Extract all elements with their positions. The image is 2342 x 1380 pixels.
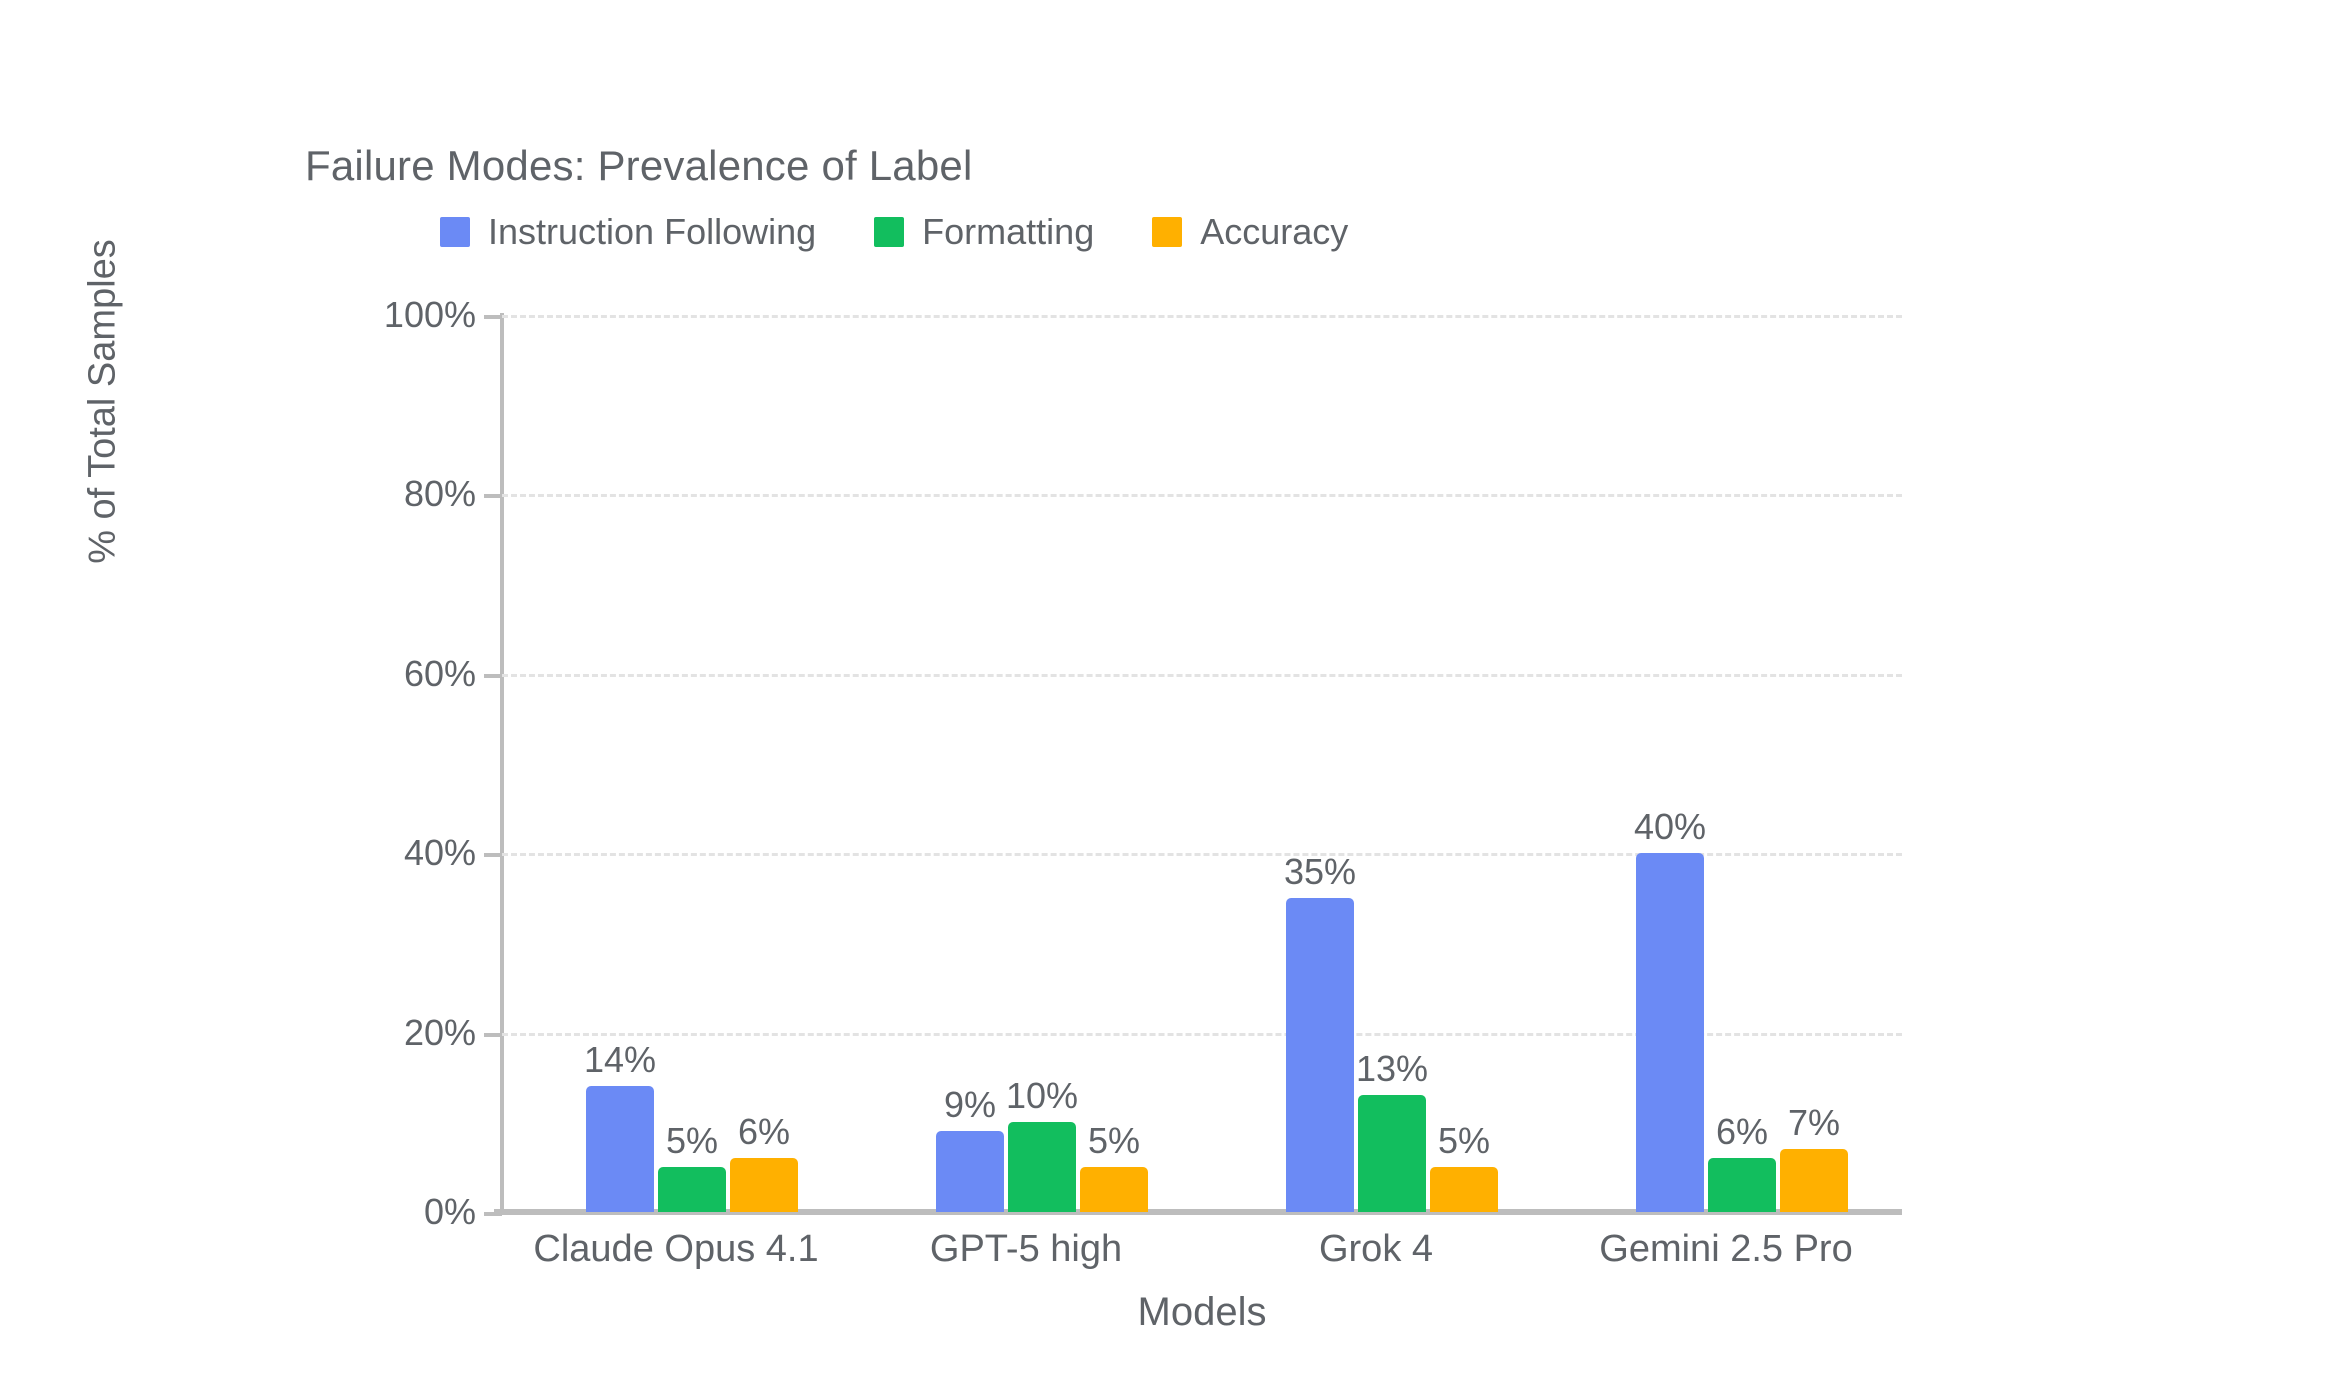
y-tick-label-100: 100% (383, 294, 476, 335)
legend-label-formatting: Formatting (922, 211, 1095, 252)
bar-value-label: 5% (1087, 1120, 1141, 1162)
y-tick-mark-20 (484, 1032, 502, 1037)
gridline-40 (502, 853, 1902, 857)
y-tick-mark-0 (484, 1212, 502, 1216)
y-tick-mark-100 (484, 315, 502, 319)
legend-swatch-instruction-following (440, 217, 470, 247)
y-tick-label-20: 20% (403, 1012, 476, 1053)
bar-gpt-5-high-formatting[interactable]: 10% (1006, 1078, 1078, 1212)
bar-value-label: 40% (1633, 806, 1707, 848)
bar-value-label: 10% (1005, 1075, 1079, 1117)
y-tick-label-0: 0% (423, 1191, 476, 1232)
legend-item-instruction-following[interactable]: Instruction Following (440, 212, 816, 252)
bar-group-claude-opus-4-1: 14% 5% 6% (502, 315, 852, 1212)
x-axis-title: Models (1137, 1290, 1267, 1334)
bar-value-label: 9% (943, 1084, 997, 1126)
bar-group-gpt-5-high: 9% 10% 5% (852, 315, 1202, 1212)
x-tick-label-claude-opus-4-1: Claude Opus 4.1 (533, 1228, 819, 1270)
bar-value-label: 6% (1715, 1111, 1769, 1153)
legend-item-formatting[interactable]: Formatting (874, 212, 1094, 252)
gridline-100 (502, 315, 1902, 318)
bar-value-label: 13% (1355, 1048, 1429, 1090)
y-tick-label-60: 60% (403, 653, 476, 694)
bar-claude-opus-4-1-instruction-following[interactable]: 14% (584, 1042, 656, 1212)
x-tick-label-gemini-2-5-pro: Gemini 2.5 Pro (1599, 1228, 1853, 1270)
bar-value-label: 5% (1437, 1120, 1491, 1162)
bar-group-gemini-2-5-pro: 40% 6% 7% (1552, 315, 1902, 1212)
bar-claude-opus-4-1-accuracy[interactable]: 6% (730, 1114, 798, 1212)
x-tick-label-grok-4: Grok 4 (1318, 1228, 1434, 1270)
y-tick-label-40: 40% (403, 832, 476, 873)
bar-grok-4-formatting[interactable]: 13% (1356, 1051, 1428, 1212)
y-tick-label-80: 80% (403, 473, 476, 514)
y-tick-mark-60 (484, 673, 502, 678)
bar-grok-4-instruction-following[interactable]: 35% (1284, 854, 1356, 1212)
bar-grok-4-accuracy[interactable]: 5% (1430, 1123, 1498, 1212)
bar-claude-opus-4-1-formatting[interactable]: 5% (658, 1123, 726, 1212)
bar-gpt-5-high-instruction-following[interactable]: 9% (936, 1087, 1004, 1212)
bar-value-label: 6% (737, 1111, 791, 1153)
bar-value-label: 14% (583, 1039, 657, 1081)
y-axis-title: % of Total Samples (81, 239, 124, 564)
chart-title: Failure Modes: Prevalence of Label (305, 142, 973, 189)
bar-gemini-2-5-pro-accuracy[interactable]: 7% (1780, 1105, 1848, 1212)
y-tick-mark-40 (484, 853, 502, 858)
bar-value-label: 35% (1283, 851, 1357, 893)
legend-label-accuracy: Accuracy (1200, 211, 1349, 252)
gridline-60 (502, 673, 1902, 677)
legend-swatch-formatting (874, 217, 905, 247)
y-axis-line (500, 313, 504, 1214)
bar-gpt-5-high-accuracy[interactable]: 5% (1080, 1123, 1148, 1212)
legend-label-instruction-following: Instruction Following (488, 211, 817, 252)
bar-gemini-2-5-pro-instruction-following[interactable]: 40% (1634, 809, 1706, 1212)
legend-item-accuracy[interactable]: Accuracy (1152, 212, 1348, 252)
bar-gemini-2-5-pro-formatting[interactable]: 6% (1708, 1114, 1776, 1212)
bar-value-label: 5% (665, 1120, 719, 1162)
gridline-80 (502, 494, 1902, 498)
x-axis-line (494, 1209, 1902, 1215)
plot-area: 14% 5% 6% 9% 10% 5% 35% (484, 315, 1902, 1216)
legend-swatch-accuracy (1152, 217, 1183, 247)
bar-group-grok-4: 35% 13% 5% (1202, 315, 1552, 1212)
y-tick-mark-80 (484, 494, 502, 499)
bar-value-label: 7% (1787, 1102, 1841, 1144)
chart-legend: Instruction Following Formatting Accurac… (440, 212, 1348, 252)
x-tick-label-gpt-5-high: GPT-5 high (929, 1228, 1123, 1270)
gridline-20 (502, 1032, 1902, 1036)
